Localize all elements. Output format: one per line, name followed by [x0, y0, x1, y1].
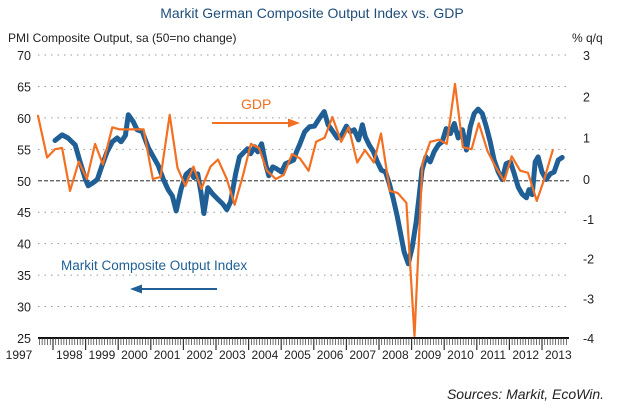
left-tick-label: 55 — [17, 143, 31, 157]
left-tick-label: 35 — [17, 269, 31, 283]
x-tick-label: 2011 — [480, 348, 506, 362]
right-tick-label: -2 — [583, 253, 594, 267]
x-tick-label: 2007 — [349, 348, 376, 362]
x-tick-label: 1998 — [56, 348, 83, 362]
right-tick-label: -3 — [583, 292, 594, 306]
x-tick-label: 2000 — [121, 348, 148, 362]
series-group — [36, 82, 565, 338]
x-tick-label: 1999 — [89, 348, 116, 362]
x-tick-label: 2012 — [512, 348, 539, 362]
right-axis-title: % q/q — [572, 31, 603, 45]
chart-title: Markit German Composite Output Index vs.… — [160, 5, 463, 21]
x-tick-label: 2001 — [154, 348, 181, 362]
right-tick-label: 0 — [583, 173, 590, 187]
x-tick-label: 2004 — [252, 348, 279, 362]
pmi-series-line — [52, 106, 565, 267]
x-tick-label: 1997 — [6, 348, 33, 362]
left-tick-label: 40 — [17, 238, 31, 252]
right-y-ticks: 3 2 1 0 -1 -2 -3 -4 — [583, 49, 594, 346]
gridlines — [38, 54, 569, 308]
left-tick-label: 65 — [17, 80, 31, 94]
pmi-annotation: Markit Composite Output Index — [61, 258, 247, 273]
x-tick-label: 2008 — [382, 348, 409, 362]
x-tick-label: 2010 — [447, 348, 474, 362]
right-tick-label: -1 — [583, 213, 594, 227]
source-note: Sources: Markit, EcoWin. — [447, 386, 604, 402]
x-tick-label: 2005 — [284, 348, 311, 362]
right-tick-label: 2 — [583, 90, 590, 104]
x-tick-label: 2003 — [219, 348, 246, 362]
x-axis: 1997 1998 1999 2000 2001 2002 2003 2004 2005 2006… — [6, 337, 572, 362]
gdp-series-line — [36, 82, 554, 338]
left-tick-label: 50 — [17, 175, 31, 189]
left-tick-label: 70 — [17, 49, 31, 63]
left-axis-title: PMI Composite Output, sa (50=no change) — [8, 31, 236, 45]
pmi-arrow — [130, 284, 217, 294]
right-tick-label: 1 — [583, 132, 590, 146]
left-y-ticks: 70 65 60 55 50 45 40 35 30 25 — [17, 49, 31, 346]
x-tick-label: 2009 — [415, 348, 442, 362]
x-tick-label: 2006 — [317, 348, 344, 362]
right-tick-label: -4 — [583, 332, 594, 346]
left-tick-label: 60 — [17, 112, 31, 126]
gdp-annotation: GDP — [241, 96, 271, 112]
gdp-arrow — [212, 118, 300, 128]
x-tick-label: 2002 — [186, 348, 213, 362]
left-tick-label: 25 — [17, 332, 31, 346]
left-tick-label: 30 — [17, 301, 31, 315]
left-tick-label: 45 — [17, 206, 31, 220]
right-tick-label: 3 — [583, 49, 590, 63]
x-tick-label: 2013 — [545, 348, 572, 362]
